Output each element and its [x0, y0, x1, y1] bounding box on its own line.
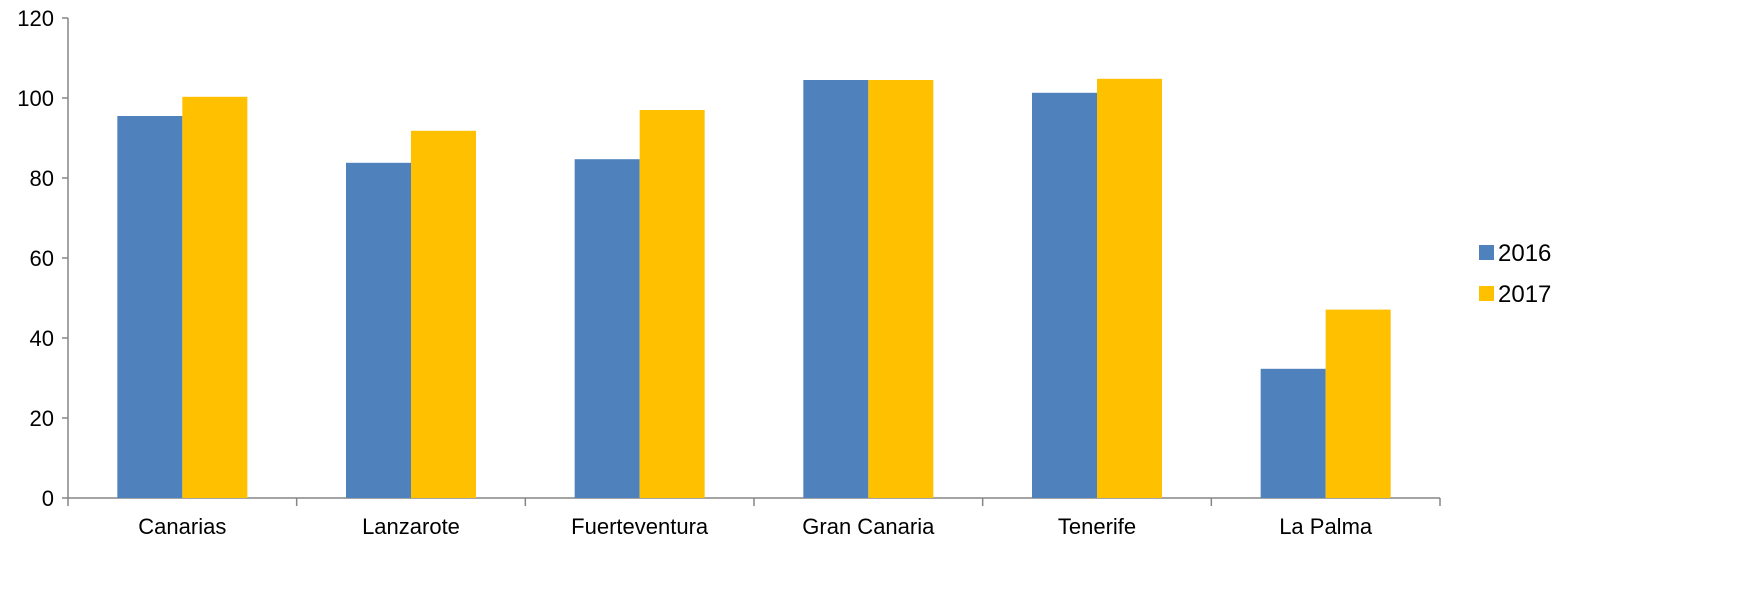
x-tick-label: Lanzarote: [362, 514, 460, 539]
bar-2016-canarias: [117, 116, 182, 498]
legend-label: 2016: [1498, 240, 1551, 267]
bar-2017-fuerteventura: [640, 110, 705, 498]
y-axis: 0 20 40 60 80 100 120: [17, 6, 68, 511]
legend: 2016 2017: [1479, 240, 1551, 308]
x-tick-label: Canarias: [138, 514, 226, 539]
legend-swatch: [1479, 286, 1494, 301]
bar-2016-la-palma: [1261, 369, 1326, 498]
bar-2017-lanzarote: [411, 131, 476, 498]
x-axis: Canarias Lanzarote Fuerteventura Gran Canar…: [68, 498, 1440, 539]
bar-2017-tenerife: [1097, 79, 1162, 498]
legend-swatch: [1479, 245, 1494, 260]
bar-2017-la-palma: [1326, 310, 1391, 498]
y-tick-label: 20: [30, 406, 54, 431]
x-tick-label: La Palma: [1279, 514, 1373, 539]
bar-2017-canarias: [182, 97, 247, 498]
bar-2016-lanzarote: [346, 163, 411, 498]
bar-2016-fuerteventura: [575, 159, 640, 498]
bars: [117, 79, 1390, 498]
y-tick-label: 40: [30, 326, 54, 351]
bar-2016-tenerife: [1032, 93, 1097, 498]
y-tick-label: 80: [30, 166, 54, 191]
x-tick-label: Fuerteventura: [571, 514, 709, 539]
x-tick-label: Gran Canaria: [802, 514, 935, 539]
y-tick-label: 0: [42, 486, 54, 511]
x-tick-label: Tenerife: [1058, 514, 1136, 539]
y-tick-label: 100: [17, 86, 54, 111]
y-tick-label: 60: [30, 246, 54, 271]
y-tick-label: 120: [17, 6, 54, 31]
bar-2016-gran-canaria: [803, 80, 868, 498]
bar-2017-gran-canaria: [868, 80, 933, 498]
legend-label: 2017: [1498, 281, 1551, 308]
